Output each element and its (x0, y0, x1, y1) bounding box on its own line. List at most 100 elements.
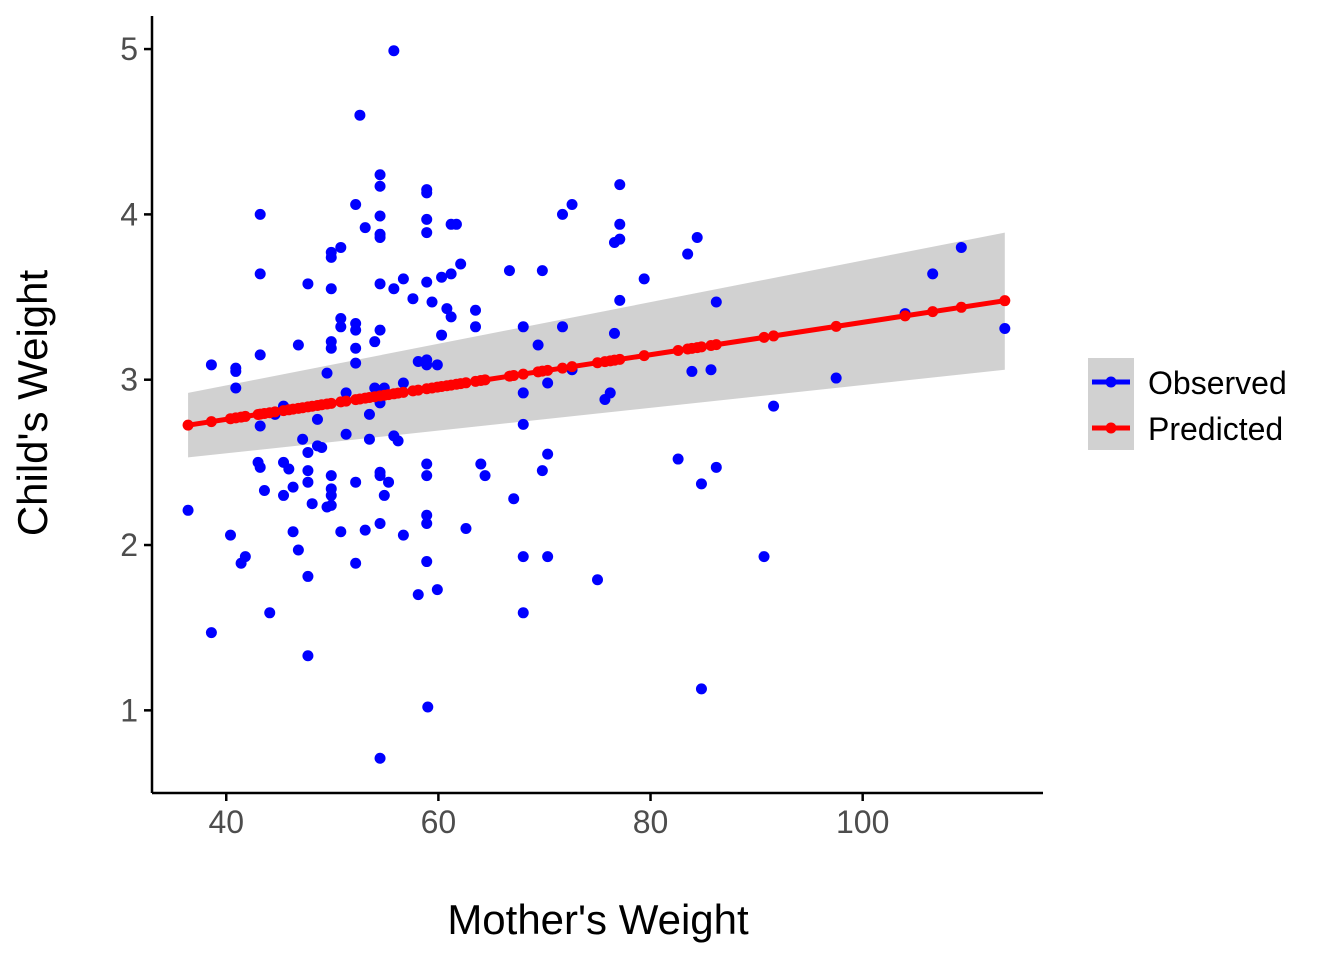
observed-point (224, 529, 236, 541)
predicted-point (999, 295, 1011, 307)
x-axis-title: Mother's Weight (447, 896, 749, 943)
observed-point (710, 461, 722, 473)
observed-point (470, 321, 482, 333)
y-tick-label: 3 (120, 362, 138, 398)
observed-point (369, 336, 381, 348)
observed-point (374, 278, 386, 290)
predicted-point (460, 377, 472, 389)
observed-point (292, 339, 304, 351)
observed-point (421, 213, 433, 225)
observed-point (182, 504, 194, 516)
observed-point (927, 268, 939, 280)
observed-point (422, 701, 434, 713)
observed-point (388, 45, 400, 57)
observed-point (758, 551, 770, 563)
observed-point (239, 551, 251, 563)
observed-point (421, 184, 433, 196)
observed-point (638, 273, 650, 285)
observed-point (340, 387, 352, 399)
observed-point (374, 466, 386, 478)
observed-point (503, 265, 515, 277)
x-tick-label: 40 (208, 804, 244, 840)
observed-point (450, 218, 462, 230)
predicted-point (517, 368, 529, 380)
observed-point (350, 557, 362, 569)
observed-point (374, 169, 386, 181)
predicted-point (269, 406, 281, 418)
observed-point (556, 321, 568, 333)
observed-point (532, 339, 544, 351)
observed-point (421, 458, 433, 470)
observed-point (340, 428, 352, 440)
predicted-point (899, 310, 911, 322)
observed-point (412, 589, 424, 601)
observed-point (421, 354, 433, 366)
observed-point (431, 584, 443, 596)
predicted-point (758, 331, 770, 343)
observed-point (287, 526, 299, 538)
observed-point (441, 303, 453, 315)
observed-point (445, 311, 457, 323)
legend-key-point (1105, 422, 1117, 434)
observed-point (335, 321, 347, 333)
observed-point (614, 218, 626, 230)
legend-key-point (1105, 376, 1117, 388)
predicted-point (556, 362, 568, 374)
predicted-point (768, 330, 780, 342)
y-axis-title: Child's Weight (9, 269, 56, 536)
y-tick-label: 2 (120, 527, 138, 563)
observed-point (710, 296, 722, 308)
predicted-point (340, 395, 352, 407)
observed-point (695, 683, 707, 695)
y-axis-ticks: 1 2 3 4 5 (120, 31, 152, 728)
observed-point (374, 180, 386, 192)
observed-point (325, 246, 337, 258)
observed-point (297, 433, 309, 445)
observed-point (350, 357, 362, 369)
observed-point (254, 461, 266, 473)
observed-point (556, 208, 568, 220)
predicted-point (638, 350, 650, 362)
observed-point (407, 293, 419, 305)
observed-point (536, 465, 548, 477)
observed-point (536, 265, 548, 277)
observed-point (517, 321, 529, 333)
observed-point (421, 518, 433, 530)
observed-points (182, 45, 1011, 764)
observed-point (306, 498, 318, 510)
observed-point (359, 222, 371, 234)
predicted-point (955, 301, 967, 313)
observed-point (397, 529, 409, 541)
y-tick-label: 5 (120, 31, 138, 67)
observed-point (542, 551, 554, 563)
predicted-point (412, 384, 424, 396)
observed-point (335, 313, 347, 325)
predicted-point (695, 341, 707, 353)
observed-point (374, 210, 386, 222)
observed-point (421, 556, 433, 568)
observed-point (302, 570, 314, 582)
observed-point (566, 198, 578, 210)
observed-point (592, 574, 603, 586)
observed-point (421, 470, 433, 482)
observed-point (470, 304, 482, 316)
observed-point (363, 408, 375, 420)
observed-point (363, 433, 375, 445)
observed-point (436, 271, 448, 283)
observed-point (335, 241, 347, 253)
observed-point (292, 544, 304, 556)
observed-point (254, 349, 266, 361)
plot-panel (182, 45, 1011, 764)
observed-point (374, 752, 386, 764)
observed-point (695, 478, 707, 490)
observed-point (999, 322, 1011, 334)
predicted-point (566, 361, 578, 373)
x-axis-ticks: 40 60 80 100 (208, 793, 889, 840)
observed-point (369, 382, 381, 394)
y-tick-label: 1 (120, 692, 138, 728)
observed-point (278, 489, 290, 501)
observed-point (686, 365, 698, 377)
observed-point (374, 518, 386, 530)
observed-point (614, 233, 626, 245)
